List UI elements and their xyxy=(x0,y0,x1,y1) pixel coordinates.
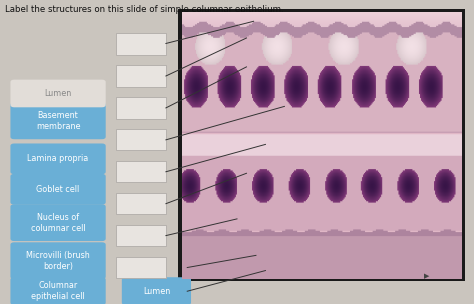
FancyBboxPatch shape xyxy=(10,277,106,304)
Text: Label the structures on this slide of simple columnar epithelium.: Label the structures on this slide of si… xyxy=(5,5,283,14)
FancyBboxPatch shape xyxy=(116,65,166,87)
FancyBboxPatch shape xyxy=(116,161,166,182)
Text: Columnar
epithelial cell: Columnar epithelial cell xyxy=(31,281,85,301)
FancyBboxPatch shape xyxy=(10,143,106,174)
FancyBboxPatch shape xyxy=(10,242,106,279)
FancyBboxPatch shape xyxy=(116,257,166,278)
FancyBboxPatch shape xyxy=(122,277,191,304)
FancyBboxPatch shape xyxy=(10,80,106,107)
Text: Nucleus of
columnar cell: Nucleus of columnar cell xyxy=(31,212,85,233)
Text: Basement
membrane: Basement membrane xyxy=(36,111,80,131)
Text: Lumen: Lumen xyxy=(143,287,170,295)
FancyBboxPatch shape xyxy=(116,225,166,246)
FancyBboxPatch shape xyxy=(116,97,166,119)
FancyBboxPatch shape xyxy=(116,193,166,214)
Text: Lamina propria: Lamina propria xyxy=(27,154,89,163)
Text: Microvilli (brush
border): Microvilli (brush border) xyxy=(26,250,90,271)
FancyBboxPatch shape xyxy=(116,33,166,55)
FancyBboxPatch shape xyxy=(178,9,465,281)
FancyBboxPatch shape xyxy=(116,129,166,150)
FancyBboxPatch shape xyxy=(10,174,106,205)
FancyBboxPatch shape xyxy=(10,204,106,241)
Text: ▶: ▶ xyxy=(424,274,429,280)
FancyBboxPatch shape xyxy=(10,102,106,139)
Text: Lumen: Lumen xyxy=(45,89,72,98)
Text: Goblet cell: Goblet cell xyxy=(36,185,80,194)
